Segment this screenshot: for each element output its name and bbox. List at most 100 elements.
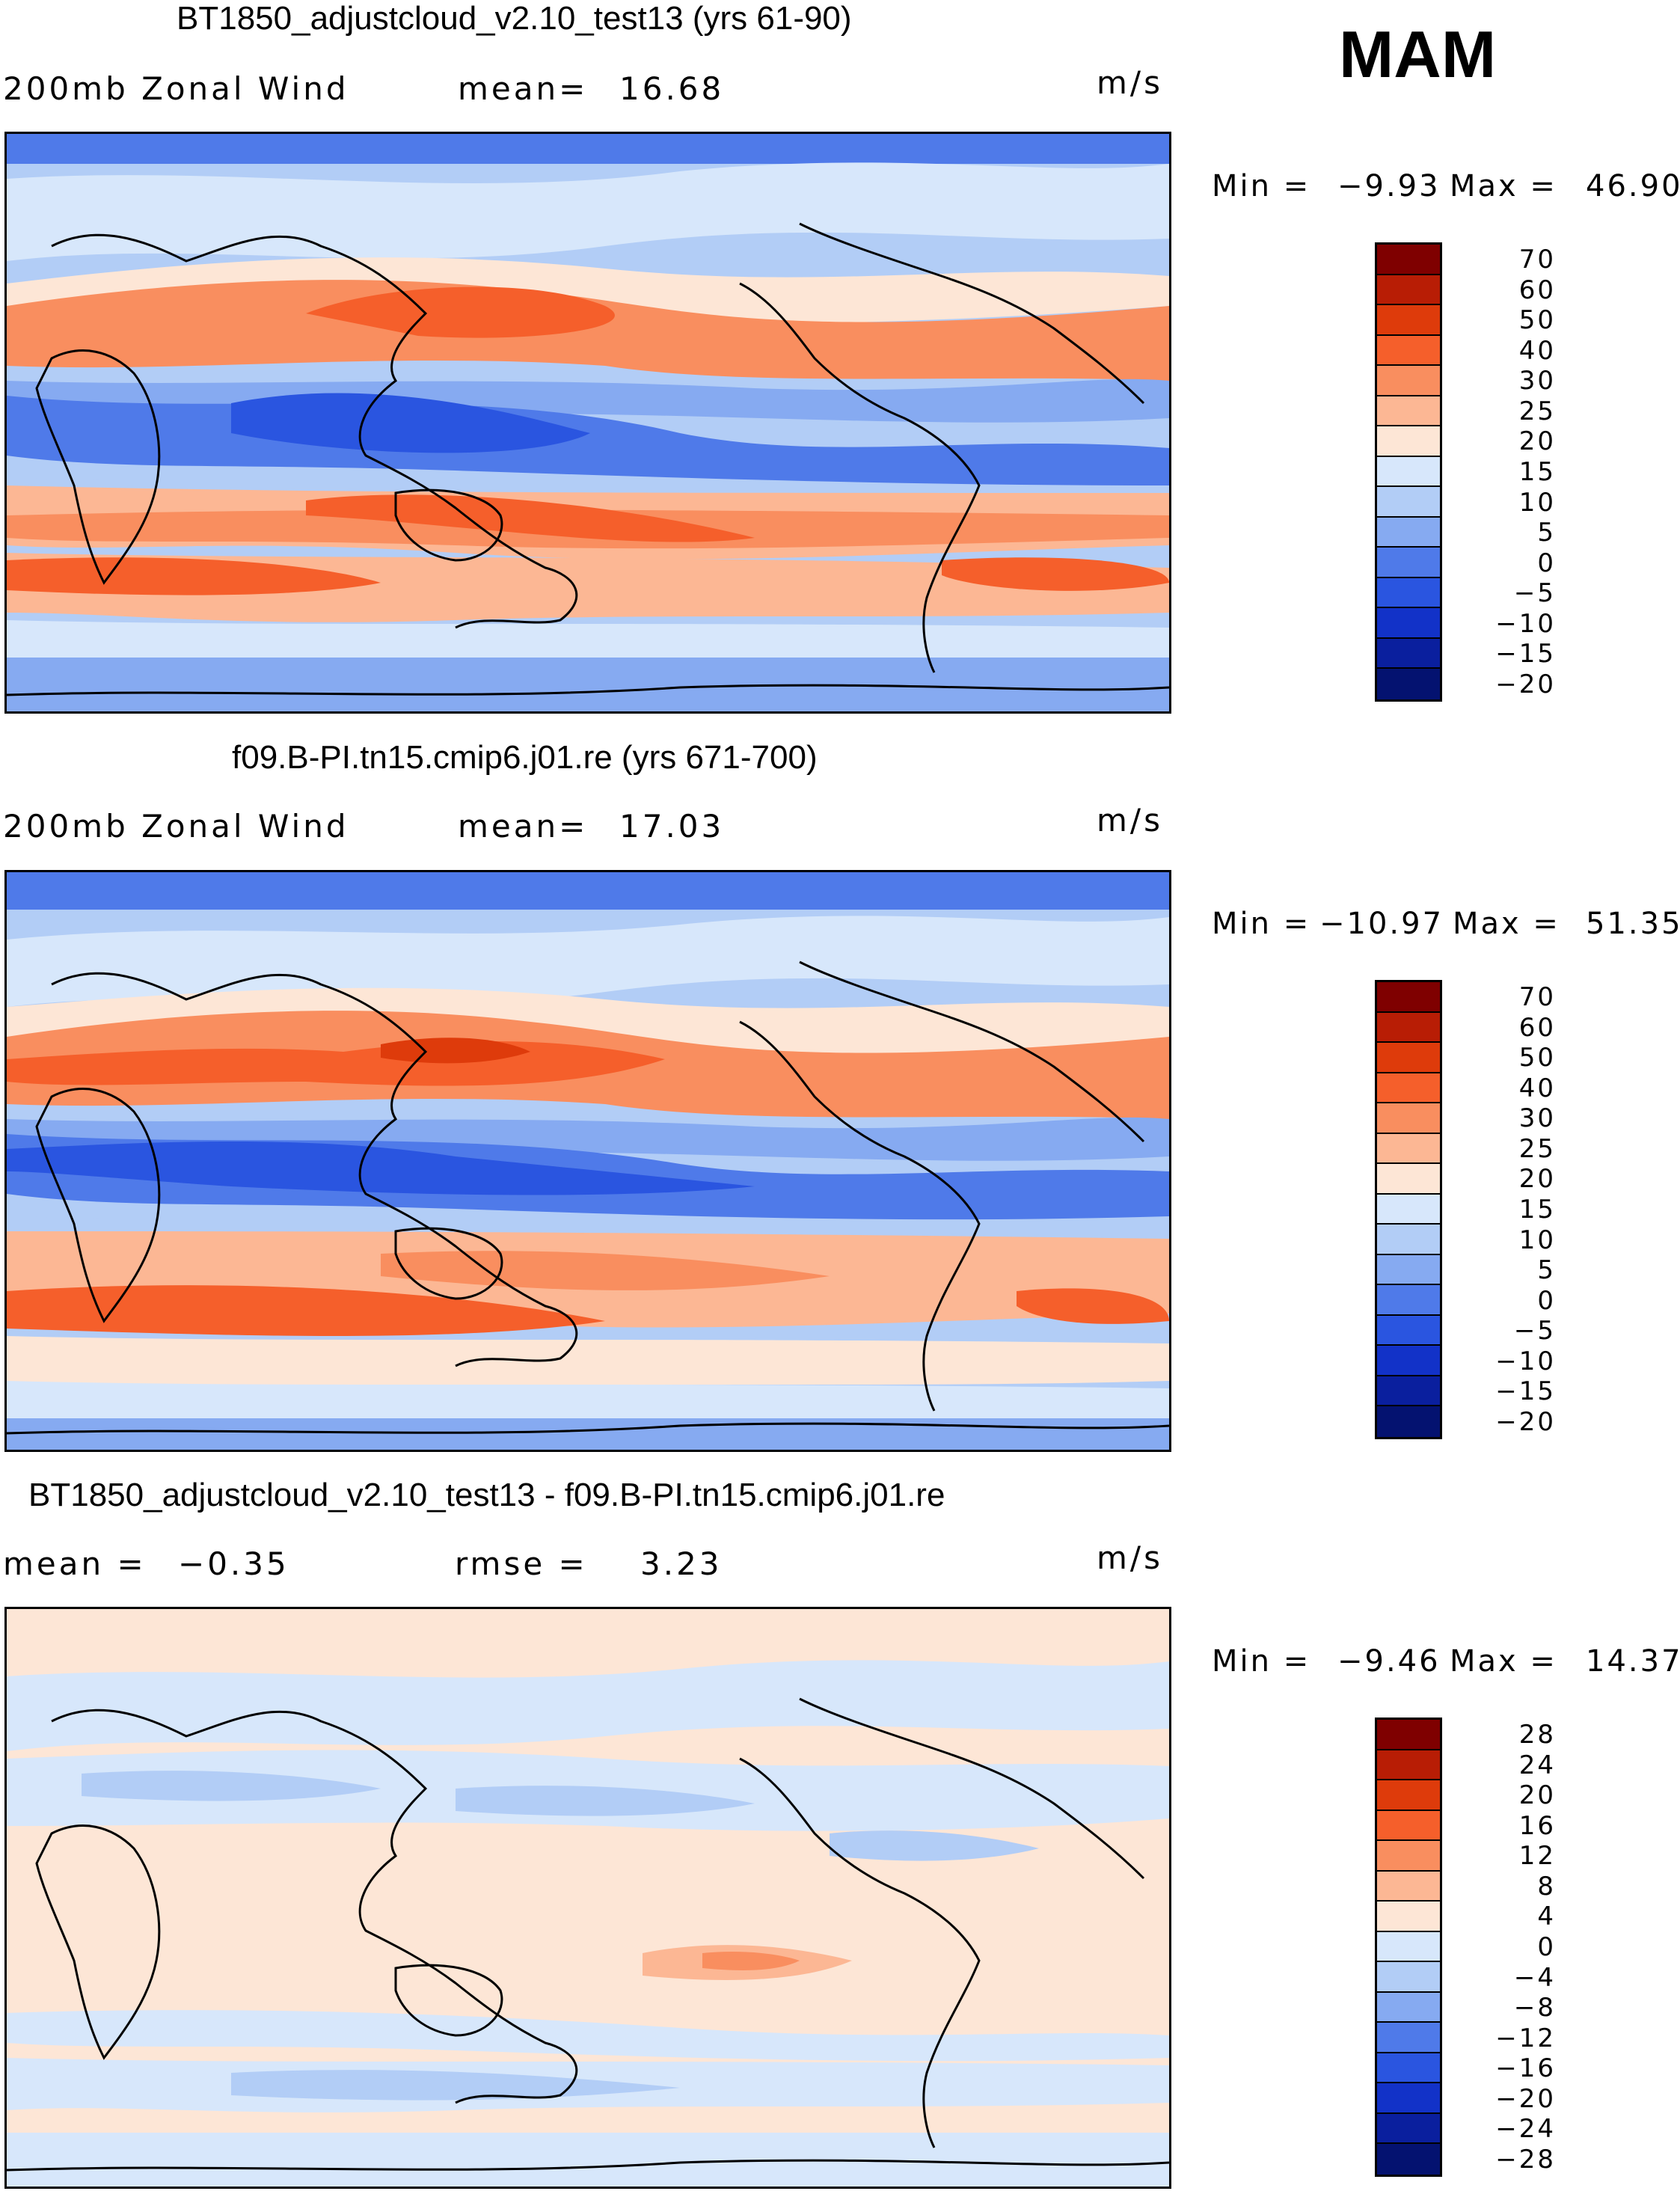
colorbar-swatch (1377, 396, 1440, 427)
panel2-max-label: Max = (1453, 907, 1560, 941)
panel3-rmse-value: 3.23 (640, 1545, 723, 1582)
panel3-rmse-label: rmse = (455, 1545, 588, 1582)
panel2-mean-label: mean= (458, 808, 589, 845)
colorbar-swatch (1377, 1871, 1440, 1902)
colorbar-label: 60 (1518, 1012, 1556, 1043)
colorbar-label: 16 (1518, 1810, 1556, 1841)
colorbar-swatch (1377, 366, 1440, 396)
colorbar-swatch (1377, 1073, 1440, 1104)
colorbar-label: 10 (1518, 487, 1556, 518)
colorbar-swatch (1377, 577, 1440, 609)
colorbar-label: 50 (1518, 1043, 1556, 1073)
colorbar-label: −4 (1513, 1962, 1556, 1993)
panel3-mean-value: −0.35 (178, 1545, 289, 1582)
season-label: MAM (1339, 17, 1497, 91)
colorbar-label: −8 (1513, 1993, 1556, 2023)
colorbar-swatch (1377, 1962, 1440, 1993)
panel3-max-value: 14.37 (1586, 1644, 1680, 1679)
colorbar-swatch (1377, 1406, 1440, 1437)
colorbar-swatch (1377, 1164, 1440, 1195)
panel2-title: f09.B-PI.tn15.cmip6.j01.re (yrs 671-700) (232, 739, 818, 776)
panel3-max-label: Max = (1450, 1644, 1557, 1679)
colorbar-label: −20 (1495, 669, 1556, 699)
colorbar-label: 30 (1518, 1103, 1556, 1134)
panel1-mean-label: mean= (458, 70, 589, 107)
colorbar-label: −10 (1495, 608, 1556, 639)
colorbar-label: 60 (1518, 275, 1556, 305)
colorbar-swatch (1377, 426, 1440, 457)
colorbar-swatch (1377, 1376, 1440, 1407)
colorbar-label: 24 (1518, 1750, 1556, 1780)
colorbar-label: −5 (1513, 1316, 1556, 1346)
panel3-units: m/s (1097, 1539, 1163, 1576)
colorbar-swatch (1377, 669, 1440, 699)
colorbar-swatch (1377, 1780, 1440, 1811)
panel2-colorbar (1375, 980, 1442, 1439)
panel1-variable-label: 200mb Zonal Wind (3, 70, 349, 107)
panel1-map (4, 132, 1171, 714)
panel2-mean-value: 17.03 (619, 808, 725, 845)
colorbar-swatch (1377, 1720, 1440, 1750)
colorbar-label: 0 (1537, 1285, 1556, 1316)
panel1-map-field (7, 134, 1169, 711)
colorbar-swatch (1377, 2144, 1440, 2175)
panel1-title: BT1850_adjustcloud_v2.10_test13 (yrs 61-… (177, 0, 852, 37)
colorbar-swatch (1377, 1841, 1440, 1872)
colorbar-label: 0 (1537, 548, 1556, 578)
colorbar-label: 8 (1537, 1871, 1556, 1902)
colorbar-label: −5 (1513, 578, 1556, 609)
panel2-min-label: Min = (1212, 907, 1311, 941)
colorbar-swatch (1377, 2113, 1440, 2145)
colorbar-swatch (1377, 245, 1440, 275)
colorbar-label: −15 (1495, 639, 1556, 669)
panel3-min-value: −9.46 (1337, 1644, 1441, 1679)
panel1-colorbar-labels: 70 60 50 40 30 25 20 15 10 5 0 −5 −10 −15 −20 (1459, 242, 1556, 702)
colorbar-label: 5 (1537, 1255, 1556, 1286)
panel1-units: m/s (1097, 64, 1163, 101)
colorbar-swatch (1377, 275, 1440, 306)
colorbar-swatch (1377, 1931, 1440, 1963)
colorbar-swatch (1377, 1902, 1440, 1932)
colorbar-label: 70 (1518, 982, 1556, 1013)
colorbar-label: −20 (1495, 2083, 1556, 2114)
colorbar-label: −10 (1495, 1346, 1556, 1376)
panel2-map (4, 870, 1171, 1452)
panel1-min-value: −9.93 (1337, 169, 1441, 203)
colorbar-label: 5 (1537, 518, 1556, 548)
colorbar-swatch (1377, 2023, 1440, 2053)
colorbar-label: 40 (1518, 1073, 1556, 1103)
colorbar-swatch (1377, 517, 1440, 548)
panel1-min-label: Min = (1212, 169, 1311, 203)
panel3-title: BT1850_adjustcloud_v2.10_test13 - f09.B-… (28, 1477, 945, 1513)
colorbar-label: 20 (1518, 1780, 1556, 1811)
colorbar-swatch (1377, 2053, 1440, 2084)
colorbar-swatch (1377, 1346, 1440, 1376)
panel2-units: m/s (1097, 802, 1163, 839)
colorbar-swatch (1377, 1285, 1440, 1316)
colorbar-label: 15 (1518, 457, 1556, 487)
panel2-colorbar-labels: 70 60 50 40 30 25 20 15 10 5 0 −5 −10 −15 −20 (1459, 980, 1556, 1439)
colorbar-label: 25 (1518, 396, 1556, 426)
colorbar-swatch (1377, 982, 1440, 1013)
colorbar-swatch (1377, 638, 1440, 669)
colorbar-label: 20 (1518, 1164, 1556, 1195)
colorbar-swatch (1377, 1043, 1440, 1073)
colorbar-swatch (1377, 2083, 1440, 2114)
colorbar-swatch (1377, 1810, 1440, 1842)
panel1-colorbar (1375, 242, 1442, 702)
colorbar-label: 4 (1537, 1902, 1556, 1932)
colorbar-label: 30 (1518, 366, 1556, 396)
panel3-map (4, 1607, 1171, 2189)
colorbar-swatch (1377, 305, 1440, 336)
colorbar-swatch (1377, 1992, 1440, 2023)
colorbar-swatch (1377, 608, 1440, 639)
colorbar-label: 70 (1518, 245, 1556, 275)
panel3-colorbar (1375, 1718, 1442, 2177)
colorbar-swatch (1377, 1133, 1440, 1165)
colorbar-swatch (1377, 1225, 1440, 1255)
panel2-map-field (7, 872, 1169, 1450)
colorbar-label: −12 (1495, 2023, 1556, 2053)
panel1-mean-value: 16.68 (619, 70, 725, 107)
colorbar-label: −16 (1495, 2053, 1556, 2084)
colorbar-label: 40 (1518, 335, 1556, 366)
